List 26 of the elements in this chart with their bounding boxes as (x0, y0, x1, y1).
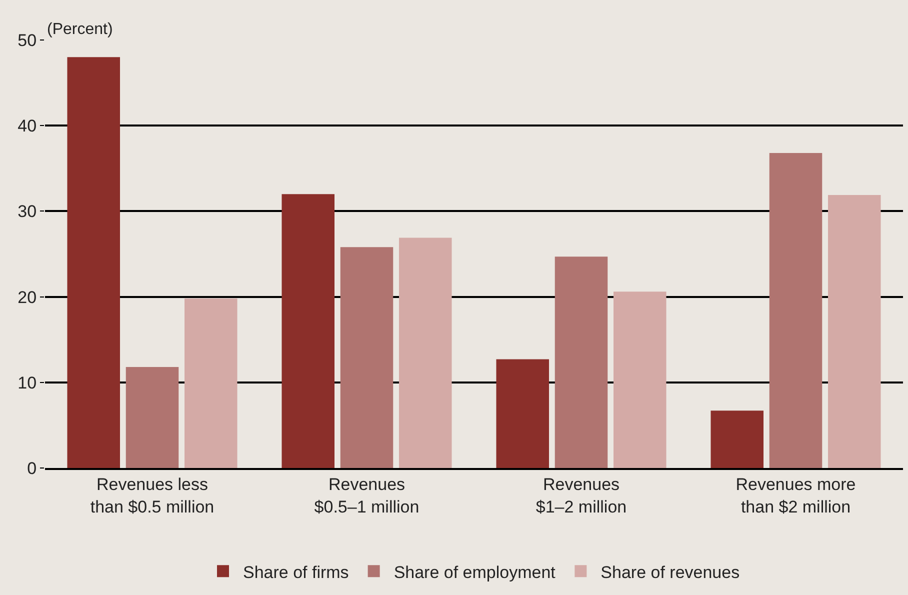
y-tick-label: 40 (18, 116, 37, 136)
bar (769, 152, 822, 468)
bar (67, 57, 120, 468)
bar (496, 359, 549, 468)
x-tick-label: Revenues more than $2 million (736, 475, 856, 516)
legend-label: Share of employment (394, 562, 556, 582)
y-tick-label: 50 (18, 30, 37, 50)
y-tick-label: 30 (18, 202, 37, 222)
x-tick-label: Revenues $0.5–1 million (314, 475, 420, 516)
bar (554, 256, 608, 468)
legend-label: Share of firms (243, 562, 349, 582)
bar (399, 238, 452, 468)
y-tick-label: 10 (18, 373, 37, 392)
x-tick-label: Revenues $1–2 million (536, 475, 627, 516)
bar (282, 194, 334, 468)
y-tick-label: 0 (27, 458, 37, 478)
bar (126, 366, 179, 468)
x-tick-label: Revenues less than $0.5 million (90, 475, 214, 516)
legend-label: Share of revenues (600, 562, 740, 582)
bar (828, 194, 881, 468)
bar (340, 247, 394, 468)
y-tick-label: 20 (18, 288, 37, 307)
bar (184, 298, 238, 468)
bar (614, 292, 666, 468)
bar (710, 410, 764, 468)
y-axis-title: (Percent) (47, 21, 113, 38)
